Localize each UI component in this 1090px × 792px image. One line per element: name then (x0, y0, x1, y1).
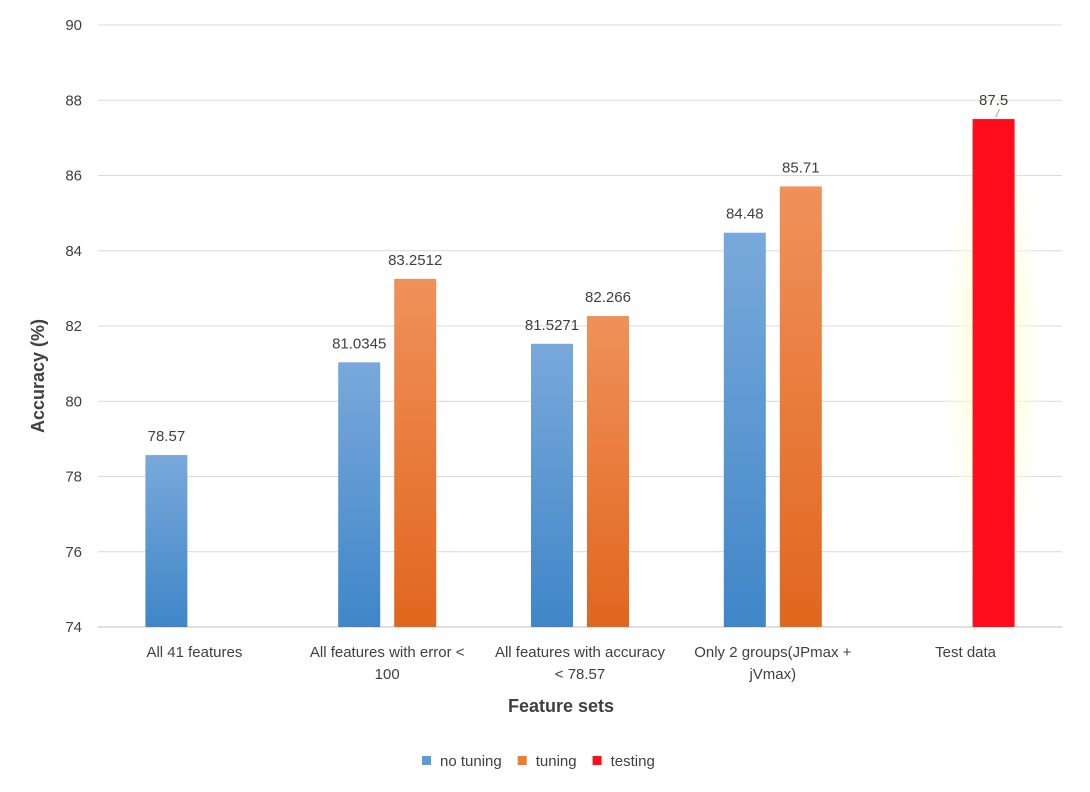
bar-layer (145, 119, 1015, 627)
data-label: 87.5 (979, 92, 1008, 109)
y-tick-label: 74 (65, 619, 82, 636)
x-category-label-line: < 78.57 (555, 666, 605, 683)
grid-layer (98, 24, 1062, 628)
x-axis-title: Feature sets (508, 696, 614, 716)
y-tick-label: 86 (65, 168, 82, 185)
legend-label: tuning (536, 753, 577, 770)
x-category-label-line: All features with error < (310, 644, 465, 661)
y-tick-label: 90 (65, 17, 82, 34)
y-axis-title: Accuracy (%) (28, 319, 48, 433)
y-tick-label: 80 (65, 393, 82, 410)
x-category-label-line: 100 (375, 666, 400, 683)
x-category-label: Test data (935, 644, 997, 661)
legend-swatch-tuning (517, 756, 527, 765)
bar-no-tuning (145, 455, 188, 627)
bar-tuning (587, 315, 629, 627)
x-category-label-line: Test data (935, 644, 997, 661)
x-category-label: All features with accuracy < 78.57 (495, 644, 666, 683)
y-tick-label: 82 (65, 318, 82, 335)
x-category-label-line: jVmax) (748, 666, 796, 683)
x-category-label: Only 2 groups(JPmax + jVmax) (694, 644, 851, 683)
data-label: 78.57 (148, 428, 186, 445)
data-label: 85.71 (782, 159, 820, 176)
legend-label: testing (611, 753, 655, 770)
legend-swatch-no-tuning (422, 756, 431, 765)
y-tick-label: 76 (65, 544, 82, 561)
x-category-label-line: Only 2 groups(JPmax + (694, 644, 851, 661)
bar-testing (972, 119, 1015, 627)
y-tick-label: 88 (65, 92, 82, 109)
axis-layer: Accuracy (%) Feature sets 74 76 78 80 82 84 86… (28, 17, 997, 716)
data-label-leader (995, 108, 1001, 118)
legend: no tuning tuning testing (422, 753, 655, 770)
data-label: 82.266 (585, 289, 631, 306)
data-label: 81.0345 (332, 335, 386, 352)
bar-no-tuning (531, 343, 573, 627)
x-category-label: All features with error < 100 (310, 644, 465, 683)
label-layer: 78.57 81.0345 83.2512 81.5271 82.266 84.48 85.… (148, 92, 1009, 445)
bar-no-tuning (723, 232, 766, 627)
bar-no-tuning (338, 362, 381, 627)
bar-tuning (779, 186, 822, 627)
data-label: 81.5271 (525, 317, 579, 334)
legend-swatch-testing (592, 756, 602, 765)
x-category-label-line: All features with accuracy (495, 644, 666, 661)
legend-label: no tuning (440, 753, 502, 770)
data-label: 84.48 (726, 206, 764, 223)
data-label: 83.2512 (388, 252, 442, 269)
bar-tuning (394, 278, 437, 627)
x-category-label: All 41 features (146, 644, 242, 661)
x-category-label-line: All 41 features (146, 644, 242, 661)
y-tick-label: 84 (65, 243, 82, 260)
y-tick-label: 78 (65, 469, 82, 486)
